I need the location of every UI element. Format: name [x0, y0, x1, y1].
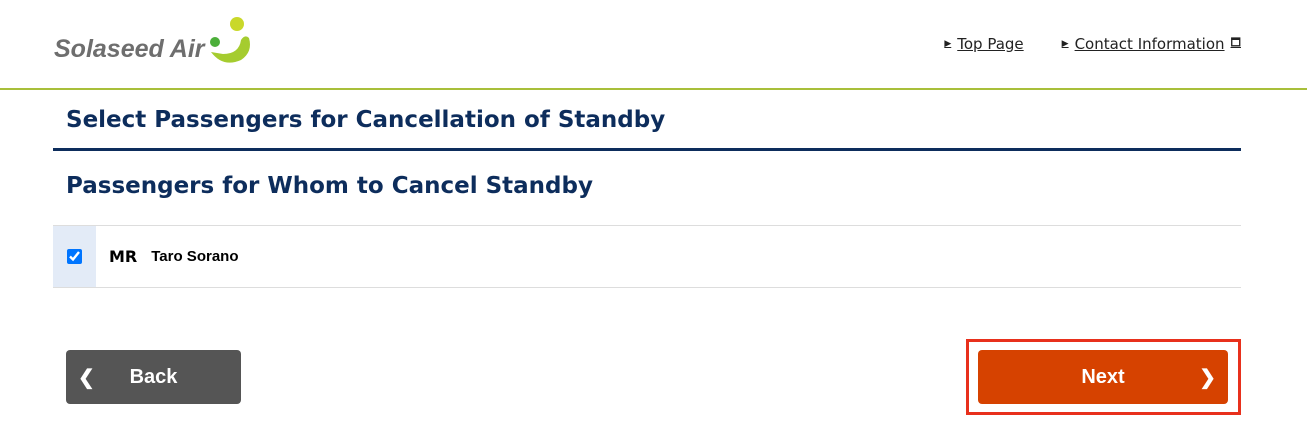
- chevron-right-icon: ❯: [1199, 366, 1216, 389]
- section-title: Passengers for Whom to Cancel Standby: [66, 173, 593, 199]
- page-title: Select Passengers for Cancellation of St…: [53, 107, 1241, 151]
- next-button[interactable]: Next ❯: [978, 350, 1228, 404]
- passenger-title: MR: [109, 247, 138, 266]
- header: Solaseed Air ▶ Top Page ▶ Contact Informat…: [0, 0, 1307, 90]
- triangle-icon: ▶: [944, 38, 952, 49]
- highlight-box: [966, 339, 1241, 415]
- new-window-icon: 🗖: [1230, 36, 1241, 49]
- passenger-name: Taro Sorano: [151, 248, 239, 265]
- passenger-checkbox[interactable]: [67, 249, 82, 264]
- passenger-row: MR Taro Sorano: [53, 225, 1241, 288]
- logo[interactable]: Solaseed Air: [54, 16, 255, 68]
- logo-mark-icon: [209, 17, 250, 63]
- top-page-link[interactable]: ▶ Top Page: [944, 34, 1024, 53]
- contact-information-link[interactable]: ▶ Contact Information 🗖: [1061, 34, 1241, 53]
- triangle-icon: ▶: [1061, 38, 1069, 49]
- logo-text: Solaseed Air: [54, 35, 205, 63]
- back-button[interactable]: ❮ Back: [66, 350, 241, 404]
- chevron-left-icon: ❮: [78, 366, 95, 389]
